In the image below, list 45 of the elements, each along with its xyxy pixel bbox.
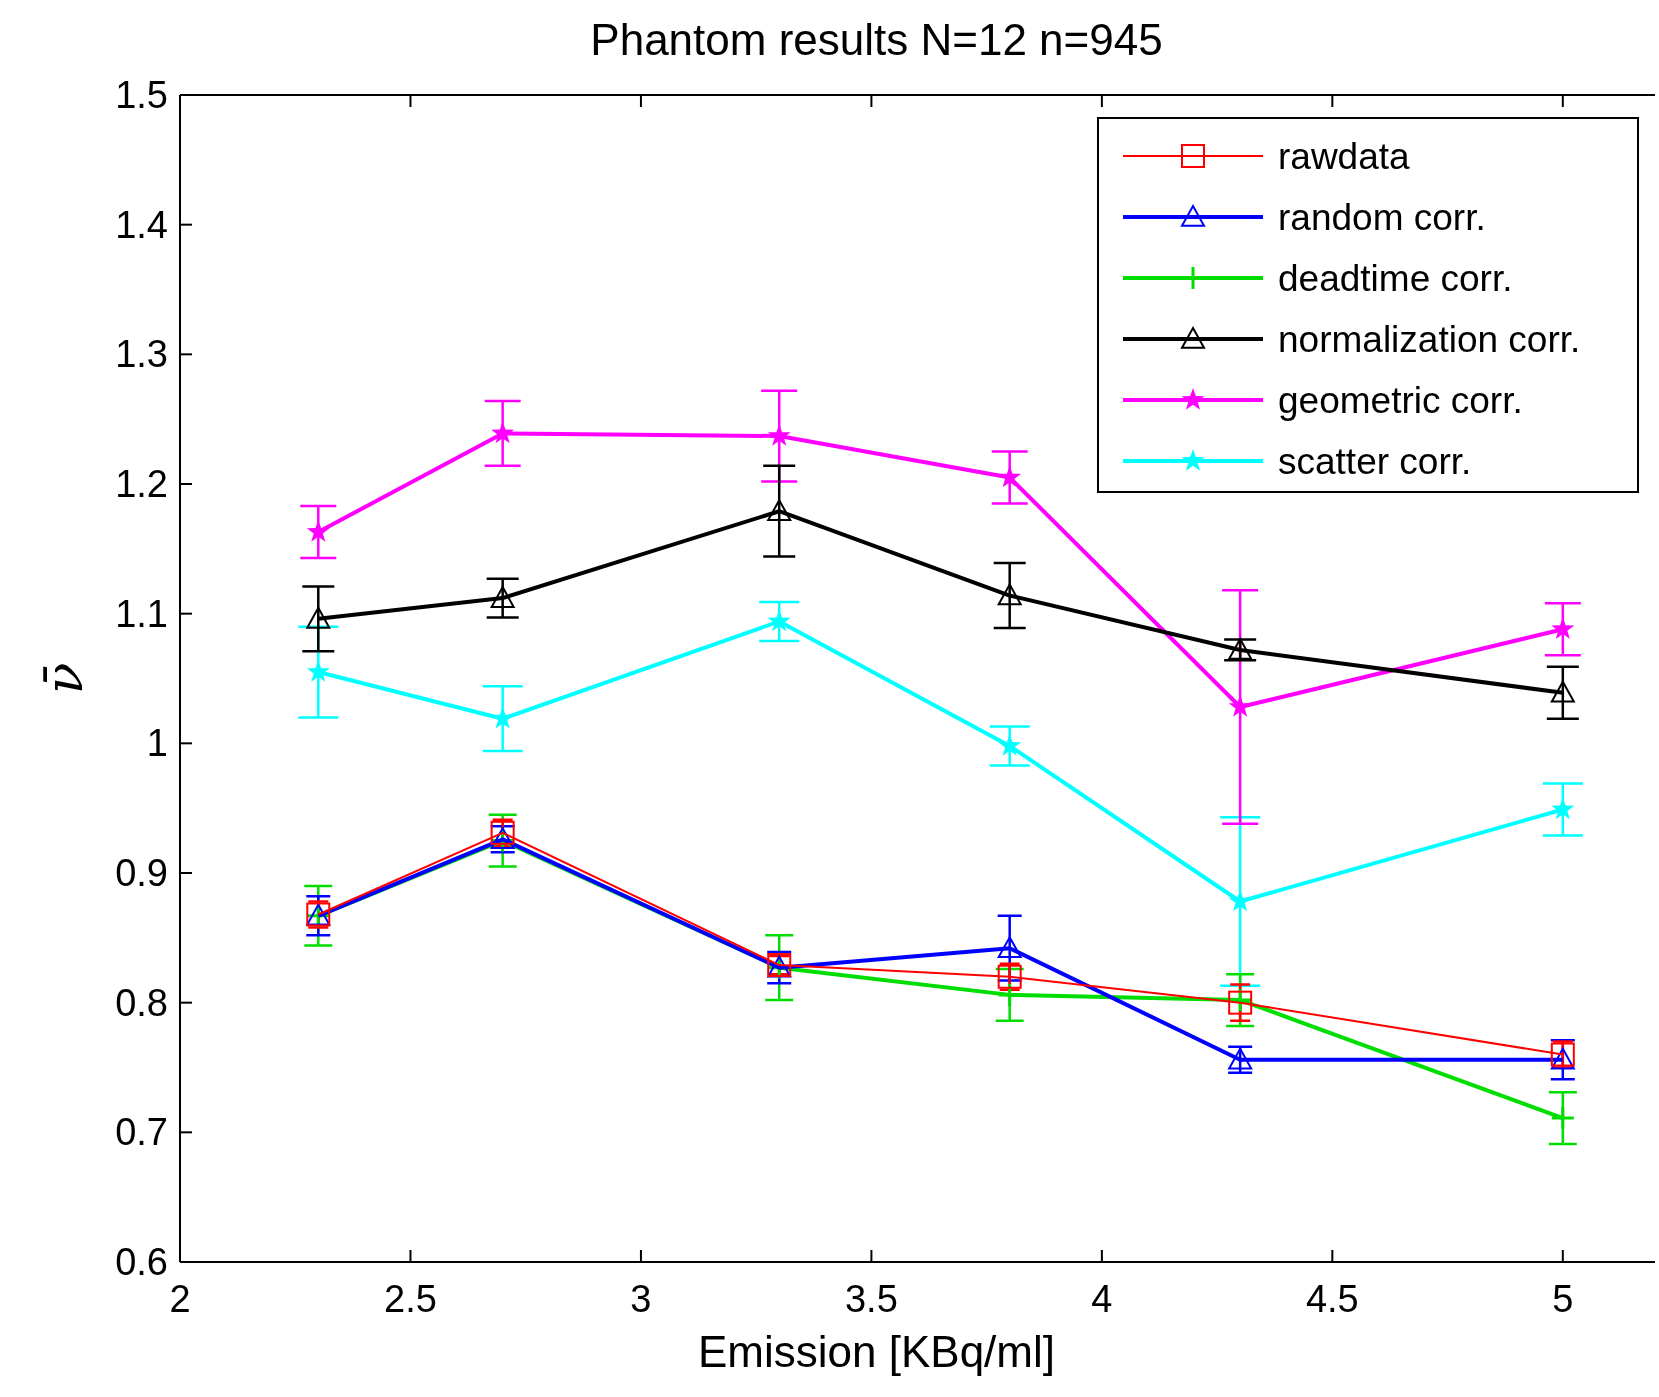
legend-label: random corr. xyxy=(1278,197,1486,238)
y-axis-title: ν̄ xyxy=(34,662,94,695)
point xyxy=(1228,637,1253,660)
x-tick-label: 5 xyxy=(1552,1278,1574,1320)
point xyxy=(1551,617,1575,639)
x-tick-label: 3.5 xyxy=(844,1278,898,1320)
legend-label: geometric corr. xyxy=(1278,380,1523,421)
y-tick-label: 0.9 xyxy=(115,852,168,894)
point xyxy=(767,499,792,522)
y-tick-label: 1.2 xyxy=(115,463,168,505)
point xyxy=(1550,1047,1575,1070)
x-tick-label: 3 xyxy=(630,1278,652,1320)
point xyxy=(997,936,1022,959)
point xyxy=(306,660,330,682)
point xyxy=(997,583,1022,606)
point xyxy=(306,519,330,542)
x-tick-label: 2.5 xyxy=(384,1278,437,1320)
y-tick-label: 1 xyxy=(146,722,168,765)
y-tick-label: 0.7 xyxy=(115,1111,168,1154)
point xyxy=(491,421,515,444)
point xyxy=(1550,680,1575,703)
x-tick-label: 4.5 xyxy=(1305,1278,1359,1320)
legend-label: rawdata xyxy=(1278,136,1411,177)
y-tick-label: 1.3 xyxy=(115,333,168,376)
point xyxy=(767,424,791,446)
y-tick-label: 1.1 xyxy=(115,592,168,635)
y-tick-label: 1.5 xyxy=(115,74,168,116)
point xyxy=(1551,1107,1574,1130)
point xyxy=(1551,797,1575,820)
y-tick-label: 0.8 xyxy=(115,981,168,1024)
x-tick-label: 4 xyxy=(1091,1278,1113,1320)
y-tick-label: 1.4 xyxy=(115,203,168,246)
legend-label: normalization corr. xyxy=(1278,319,1581,360)
point xyxy=(998,733,1022,756)
point xyxy=(998,465,1022,488)
y-tick-label: 0.6 xyxy=(115,1241,168,1283)
point xyxy=(306,606,331,629)
legend-label: scatter corr. xyxy=(1278,441,1472,482)
point xyxy=(767,609,791,632)
x-axis-title: Emission [KBq/ml] xyxy=(698,1327,1055,1376)
chart-title: Phantom results N=12 n=945 xyxy=(590,15,1163,64)
point xyxy=(490,586,515,608)
x-tick-label: 2 xyxy=(169,1278,191,1320)
legend-label: deadtime corr. xyxy=(1278,258,1513,299)
point xyxy=(998,983,1021,1006)
